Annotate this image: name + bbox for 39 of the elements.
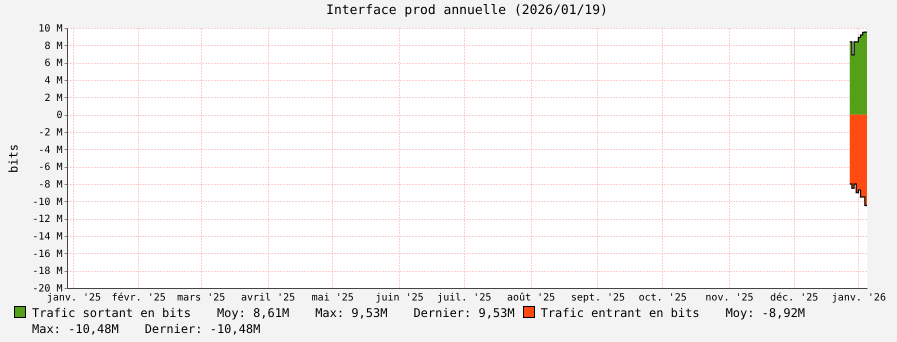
x-tick-label: janv. '25	[46, 292, 102, 304]
y-tick-label: -4 M	[38, 144, 62, 156]
x-tick-label: juil. '25	[437, 292, 492, 304]
chart-title: Interface prod annuelle (2026/01/19)	[326, 3, 608, 18]
y-tick-label: 2 M	[44, 92, 62, 104]
y-tick-label: -14 M	[32, 232, 62, 242]
legend-label: Trafic entrant en bits	[540, 305, 700, 321]
y-tick-label: -12 M	[32, 214, 62, 226]
text: Max: -10,48M	[32, 321, 119, 337]
text: Dernier: -10,48M	[144, 321, 260, 337]
y-tick-label: -20 M	[32, 284, 62, 294]
legend-label: Trafic sortant en bits	[31, 305, 191, 321]
y-tick-label: -10 M	[32, 196, 62, 208]
x-tick-label: sept. '25	[570, 292, 626, 304]
text: Moy: 8,61M	[216, 305, 290, 321]
y-tick-label: 4 M	[44, 76, 62, 86]
x-tick-label: déc. '25	[770, 292, 818, 304]
y-tick-label: 0	[56, 110, 62, 122]
x-tick-label: juin '25	[375, 292, 424, 304]
x-tick-label: mai '25	[312, 292, 354, 304]
y-tick-label: -16 M	[32, 248, 62, 260]
x-tick-label: févr. '25	[112, 292, 166, 304]
text: Dernier: 9,53M	[413, 305, 515, 321]
x-tick-label: janv. '26	[832, 292, 886, 304]
text: Max: 9,53M	[315, 305, 388, 321]
y-tick-label: 10 M	[38, 24, 62, 34]
y-tick-label: 6 M	[44, 58, 62, 70]
x-tick-label: avril '25	[240, 292, 296, 304]
x-tick-label: août '25	[507, 292, 556, 304]
x-tick-label: nov. '25	[705, 292, 754, 304]
y-axis-title: bits	[6, 144, 20, 173]
x-tick-label: mars '25	[177, 292, 226, 304]
text: Moy: -8,92M	[726, 305, 806, 321]
x-tick-label: oct. '25	[638, 292, 687, 304]
y-tick-label: -18 M	[32, 266, 62, 278]
y-tick-label: -6 M	[38, 162, 62, 174]
y-tick-label: 8 M	[44, 40, 62, 52]
y-tick-label: -8 M	[38, 180, 62, 190]
y-tick-label: -2 M	[38, 128, 62, 138]
